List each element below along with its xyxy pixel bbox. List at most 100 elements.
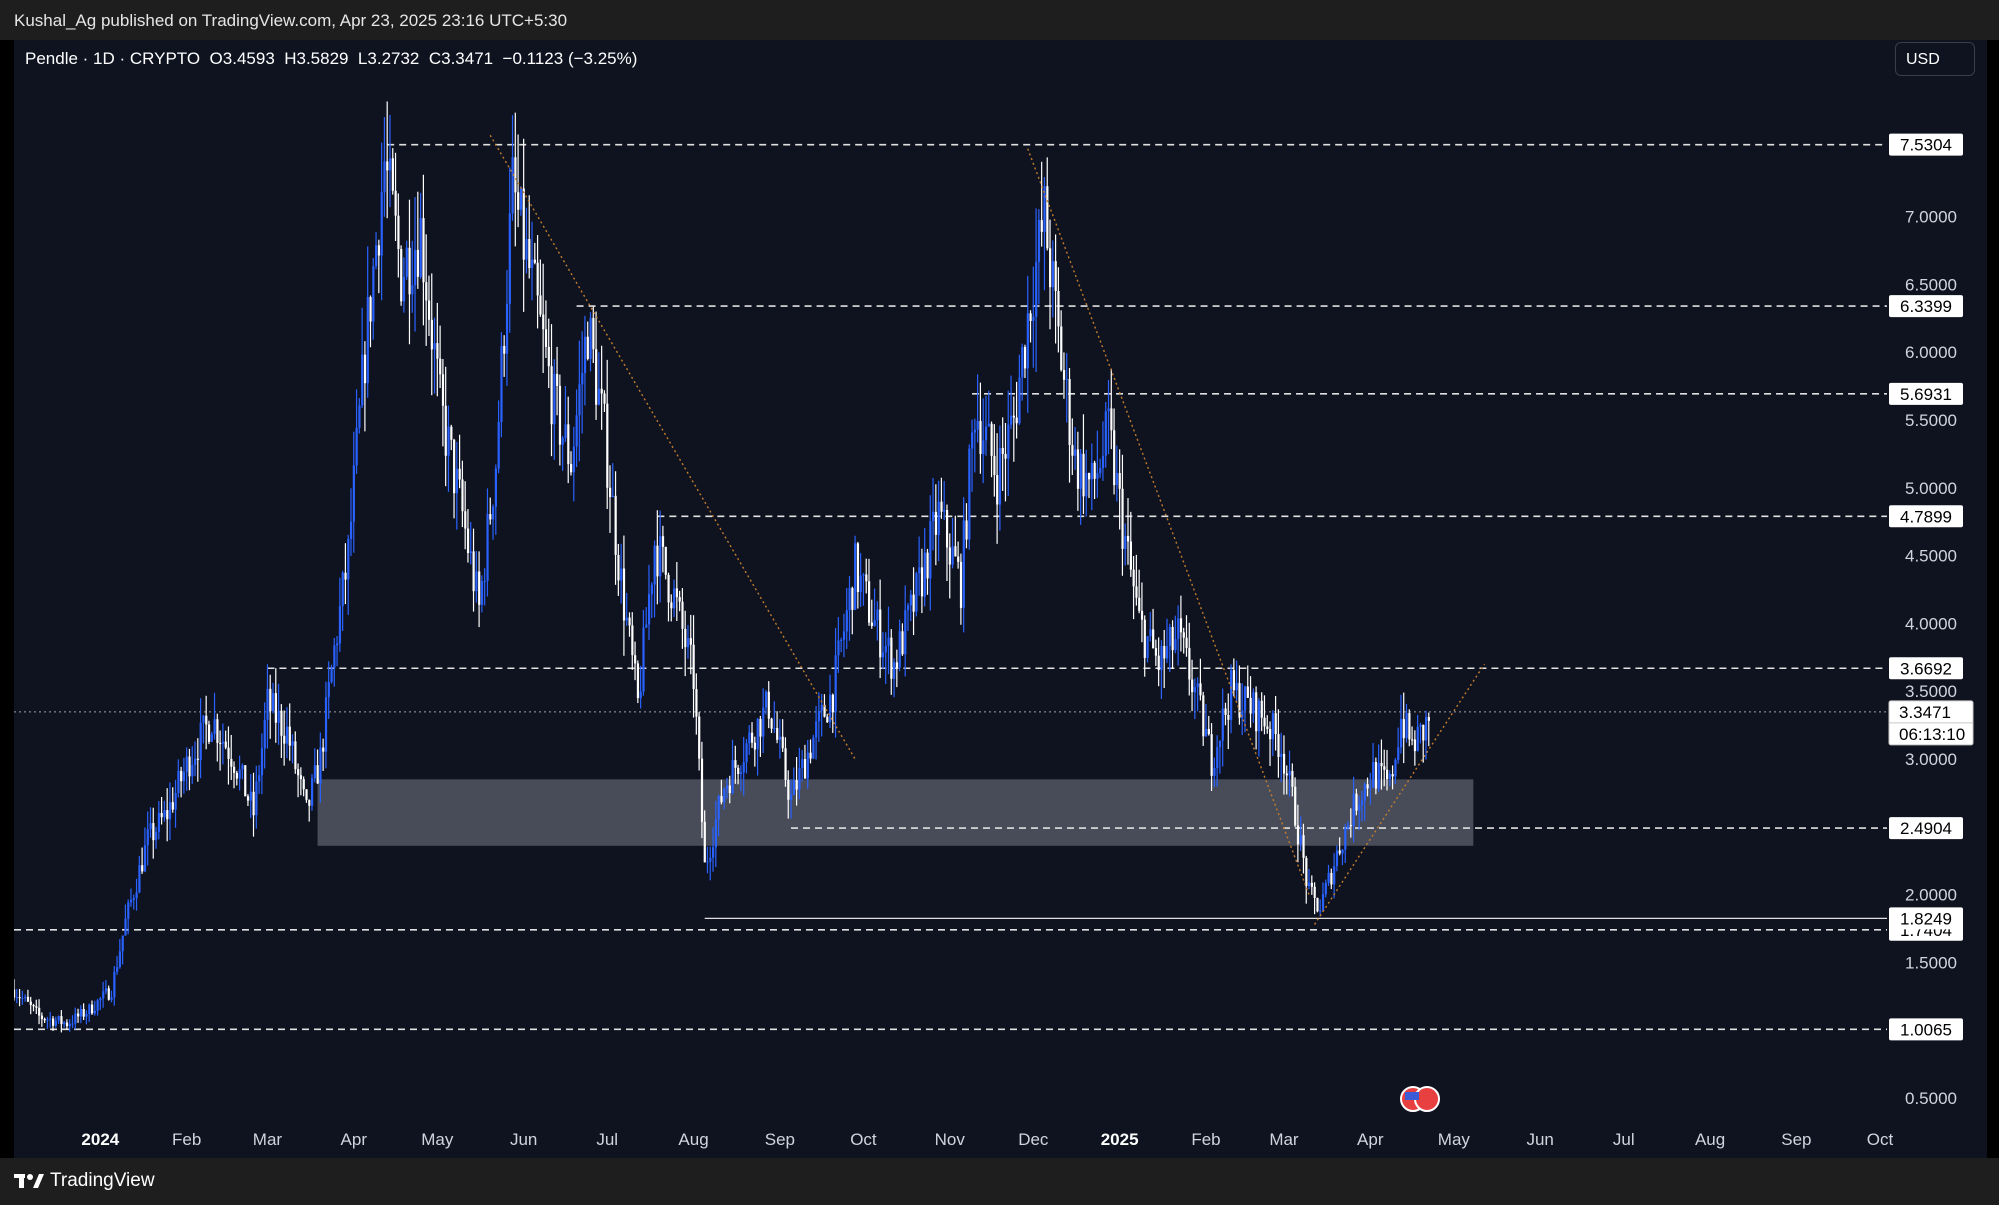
candle[interactable]	[700, 741, 704, 839]
candle[interactable]	[929, 495, 932, 611]
candle[interactable]	[971, 419, 974, 492]
candle[interactable]	[948, 533, 951, 599]
candle[interactable]	[29, 996, 32, 1015]
candle[interactable]	[266, 664, 269, 749]
candle[interactable]	[71, 1015, 74, 1029]
candle[interactable]	[558, 374, 562, 466]
candle[interactable]	[26, 989, 30, 1003]
candle[interactable]	[322, 738, 325, 771]
candle[interactable]	[1366, 777, 1369, 797]
candle[interactable]	[224, 730, 227, 750]
candle[interactable]	[661, 525, 665, 573]
candle[interactable]	[194, 741, 197, 777]
candle[interactable]	[188, 748, 191, 791]
candle[interactable]	[583, 315, 587, 406]
candle[interactable]	[143, 827, 147, 873]
candle[interactable]	[1018, 354, 1021, 425]
candle[interactable]	[1101, 421, 1105, 481]
candle[interactable]	[1191, 659, 1194, 712]
candle[interactable]	[327, 661, 330, 719]
candle[interactable]	[840, 637, 843, 653]
candle[interactable]	[1308, 868, 1311, 890]
candle[interactable]	[1316, 897, 1319, 913]
candle[interactable]	[544, 300, 548, 358]
candle[interactable]	[745, 739, 748, 774]
candle[interactable]	[945, 504, 949, 582]
candle[interactable]	[313, 748, 316, 783]
candle[interactable]	[405, 240, 408, 280]
candle[interactable]	[650, 582, 653, 619]
candle[interactable]	[934, 484, 938, 566]
candle[interactable]	[1179, 595, 1183, 652]
candle[interactable]	[653, 540, 656, 618]
candle[interactable]	[1269, 721, 1272, 766]
candle[interactable]	[205, 695, 208, 750]
candle[interactable]	[280, 704, 283, 758]
candle[interactable]	[213, 692, 216, 740]
candle[interactable]	[492, 504, 495, 540]
candle[interactable]	[427, 275, 431, 336]
candle[interactable]	[344, 543, 347, 605]
candle[interactable]	[862, 573, 865, 606]
candle[interactable]	[13, 979, 16, 1001]
candle[interactable]	[923, 528, 926, 607]
candle[interactable]	[614, 471, 617, 585]
candle[interactable]	[656, 510, 659, 605]
candle[interactable]	[542, 263, 545, 373]
candle[interactable]	[1344, 824, 1347, 863]
candle[interactable]	[497, 400, 500, 474]
candle[interactable]	[831, 693, 834, 733]
candle[interactable]	[1015, 381, 1018, 439]
candle[interactable]	[196, 738, 200, 782]
candle[interactable]	[503, 335, 506, 377]
candle[interactable]	[670, 594, 673, 622]
level-price-tag[interactable]: 6.3399	[1889, 295, 1963, 318]
candle[interactable]	[90, 1000, 94, 1015]
candle[interactable]	[770, 717, 773, 734]
candle[interactable]	[146, 811, 149, 866]
candle[interactable]	[937, 480, 940, 562]
candle[interactable]	[79, 1005, 83, 1024]
candle[interactable]	[486, 488, 489, 597]
candle[interactable]	[1352, 776, 1355, 843]
candle[interactable]	[185, 747, 188, 791]
candle[interactable]	[1049, 219, 1052, 330]
candle[interactable]	[299, 767, 303, 796]
candle[interactable]	[531, 221, 534, 301]
candle[interactable]	[912, 567, 915, 636]
candle[interactable]	[714, 800, 718, 868]
candle[interactable]	[717, 794, 720, 837]
candle[interactable]	[879, 579, 882, 679]
candle[interactable]	[1196, 677, 1199, 712]
candle[interactable]	[341, 570, 344, 632]
candle[interactable]	[310, 774, 314, 811]
candle[interactable]	[851, 586, 854, 635]
candle[interactable]	[388, 114, 392, 208]
candle[interactable]	[96, 998, 99, 1016]
candle[interactable]	[246, 794, 250, 807]
candle[interactable]	[425, 234, 428, 346]
candle[interactable]	[592, 306, 595, 363]
candle[interactable]	[330, 664, 333, 684]
candle[interactable]	[1319, 899, 1322, 917]
candle[interactable]	[1422, 724, 1425, 763]
candle[interactable]	[411, 240, 414, 313]
candle[interactable]	[1088, 472, 1091, 499]
candle[interactable]	[1416, 715, 1419, 752]
candle[interactable]	[1040, 161, 1043, 247]
candle[interactable]	[1163, 629, 1166, 689]
candle[interactable]	[483, 568, 486, 606]
candle[interactable]	[784, 737, 787, 787]
candle[interactable]	[1029, 310, 1032, 343]
candle[interactable]	[1135, 554, 1138, 606]
candle[interactable]	[352, 431, 355, 553]
candle[interactable]	[689, 614, 692, 675]
candle[interactable]	[600, 345, 603, 430]
candle[interactable]	[873, 588, 876, 627]
candle[interactable]	[1424, 710, 1428, 760]
candle[interactable]	[104, 980, 108, 995]
candle[interactable]	[837, 617, 840, 673]
candle[interactable]	[1079, 448, 1082, 525]
candle[interactable]	[260, 733, 264, 795]
candle[interactable]	[453, 438, 456, 519]
